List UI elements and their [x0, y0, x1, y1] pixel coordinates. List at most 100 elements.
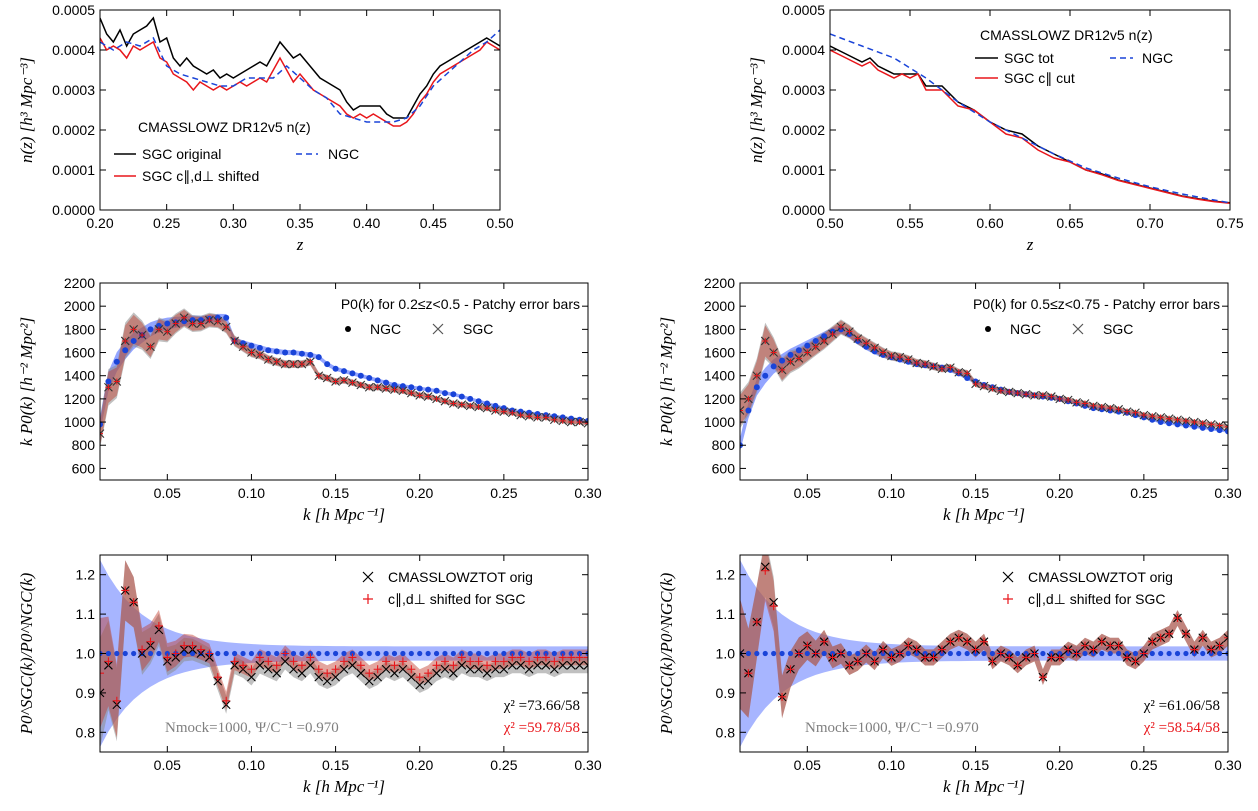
shifted-point [1072, 649, 1081, 658]
ngc-ratio-dot [122, 650, 128, 657]
shifted-point [803, 641, 812, 650]
sgc-point [1223, 422, 1228, 432]
shifted-point [988, 657, 997, 666]
sgc-point [314, 672, 324, 682]
sgc-point [499, 664, 509, 674]
ngc-point [324, 361, 331, 368]
shifted-band [100, 560, 588, 738]
y-tick-label: 2000 [64, 298, 95, 314]
shifted-point [846, 328, 853, 335]
shifted-point [559, 417, 566, 424]
sgc-band [740, 555, 1228, 719]
ngc-ratio-dot [492, 650, 499, 657]
ngc-ratio-dot [1107, 650, 1113, 657]
y-tick-label: 1.2 [716, 567, 736, 583]
y-tick-label: 0.0000 [782, 202, 825, 218]
shifted-point [1139, 649, 1148, 658]
shifted-point [947, 364, 954, 371]
sgc-point [100, 429, 105, 439]
shifted-point [282, 361, 289, 368]
shifted-point [1047, 653, 1056, 662]
x-tick-label: 0.50 [486, 215, 513, 231]
shifted-point [416, 392, 423, 399]
shifted-point [804, 349, 811, 356]
shifted-point [1089, 645, 1098, 654]
shifted-point [290, 361, 297, 368]
y-tick-label: 1200 [64, 391, 95, 407]
legend-entry: c∥,d⊥ shifted for SGC [1028, 591, 1165, 607]
shifted-point [466, 657, 475, 666]
ngc-point [450, 391, 457, 398]
shifted-point [862, 649, 871, 658]
shifted-point [1039, 392, 1046, 399]
sgc-point [541, 660, 551, 670]
shifted-point [240, 343, 247, 350]
shifted-point [129, 598, 138, 607]
y-tick-label: 2000 [704, 298, 735, 314]
shifted-point [786, 665, 795, 674]
sgc-point [348, 660, 357, 670]
shifted-point [558, 653, 567, 662]
ngc-point [1208, 426, 1215, 433]
ngc-ratio-dot [905, 650, 911, 657]
shifted-point [1014, 390, 1021, 397]
y-tick-label: 0.8 [716, 724, 736, 740]
shifted-point [1190, 645, 1199, 654]
legend-entry: CMASSLOWZTOT orig [388, 569, 533, 585]
legend-marker [1002, 571, 1014, 583]
shifted-point [972, 380, 979, 387]
shifted-point [744, 669, 753, 678]
shifted-point [122, 337, 129, 344]
x-tick-label: 0.05 [794, 757, 821, 773]
x-tick-label: 0.75 [1216, 215, 1243, 231]
shifted-point [408, 390, 415, 397]
y-tick-label: 800 [72, 437, 96, 453]
shifted-point [457, 653, 466, 662]
x-tick-label: 0.30 [1214, 485, 1241, 501]
sgc-point [415, 680, 425, 690]
shifted-point [1006, 388, 1013, 395]
ngc-ratio-dot [223, 650, 229, 657]
x-tick-label: 0.10 [238, 757, 265, 773]
sgc-point [549, 664, 559, 674]
plot-area [100, 308, 588, 449]
shifted-point [104, 657, 113, 666]
shifted-point [871, 344, 878, 351]
shifted-point [1207, 645, 1216, 654]
ngc-ratio-dot [450, 650, 456, 657]
y-tick-label: 0.0002 [52, 122, 95, 138]
ngc-point [366, 375, 373, 382]
shifted-point [373, 665, 382, 674]
shifted-band [740, 555, 1228, 719]
shifted-point [231, 337, 238, 344]
ngc-point [745, 407, 752, 414]
sgc-point [100, 688, 105, 698]
shifted-point [1073, 399, 1080, 406]
ngc-point [256, 344, 263, 351]
shifted-point [154, 621, 163, 630]
shifted-point [491, 657, 500, 666]
shifted-point [1097, 637, 1106, 646]
sgc-point [406, 672, 416, 682]
shifted-point [138, 645, 147, 654]
shifted-point [139, 332, 146, 339]
ngc-point [399, 383, 406, 390]
shifted-point [340, 657, 348, 666]
shifted-point [1005, 653, 1014, 662]
shifted-point [197, 320, 204, 327]
shifted-point [382, 657, 391, 666]
y-tick-label: 600 [72, 460, 96, 476]
shifted-point [845, 661, 854, 670]
legend-entry: SGC [1103, 321, 1133, 337]
x-tick-label: 0.25 [153, 215, 180, 231]
sgc-point [465, 664, 475, 674]
shifted-point [879, 645, 888, 654]
y-tick-label: 1.0 [76, 646, 96, 662]
ngc-ratio-dot [804, 650, 810, 657]
ngc-point [1157, 419, 1164, 426]
chi2-shifted: χ² =58.54/58 [1143, 720, 1220, 736]
shifted-point [298, 361, 305, 368]
shifted-point [508, 653, 517, 662]
shifted-point [1173, 614, 1182, 623]
legend-marker [985, 326, 991, 332]
